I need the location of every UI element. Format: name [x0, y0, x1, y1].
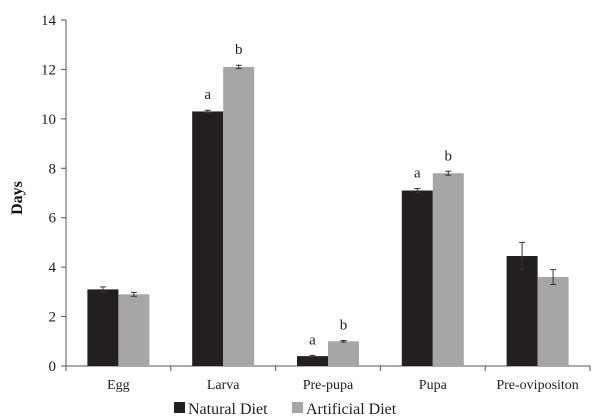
significance-label: a: [414, 166, 421, 182]
bar-natural: [192, 111, 224, 366]
bar-natural: [506, 256, 538, 366]
y-tick-label: 14: [41, 13, 57, 29]
legend-label: Natural Diet: [188, 401, 268, 418]
bar-artificial: [432, 173, 464, 366]
y-tick-label: 8: [49, 161, 57, 177]
x-tick-label: Pupa: [419, 378, 448, 393]
y-tick-label: 10: [41, 112, 56, 128]
bar-artificial: [223, 66, 255, 366]
y-tick-label: 4: [49, 260, 57, 276]
x-tick-label: Pre-pupa: [303, 378, 354, 393]
x-tick-label: Pre-ovipositon: [496, 378, 578, 393]
bar-natural: [401, 190, 433, 366]
x-tick-label: Larva: [207, 378, 240, 393]
legend-label: Artificial Diet: [306, 401, 397, 418]
significance-label: b: [340, 318, 348, 334]
significance-label: a: [309, 332, 316, 348]
y-tick-label: 12: [41, 62, 56, 78]
bar-natural: [87, 289, 119, 366]
plot-area: 0 2 4 6 8 10 12 14 Egg a b Larva a b Pre-pupa a b Pupa Pre…: [41, 13, 591, 393]
significance-label: b: [235, 42, 243, 58]
bar-artificial: [328, 341, 359, 366]
x-tick-label: Egg: [107, 378, 130, 393]
y-tick-label: 0: [49, 359, 57, 375]
significance-label: b: [445, 148, 453, 164]
bar-artificial: [118, 294, 150, 366]
y-axis-label: Days: [9, 181, 26, 215]
bar-natural: [297, 356, 328, 366]
bar-artificial: [537, 277, 569, 366]
significance-label: a: [204, 87, 211, 103]
legend-swatch: [292, 402, 303, 413]
y-tick-label: 6: [49, 211, 57, 227]
y-tick-label: 2: [49, 310, 57, 326]
legend-swatch: [174, 402, 185, 413]
legend: Natural Diet Artificial Diet: [174, 401, 397, 418]
